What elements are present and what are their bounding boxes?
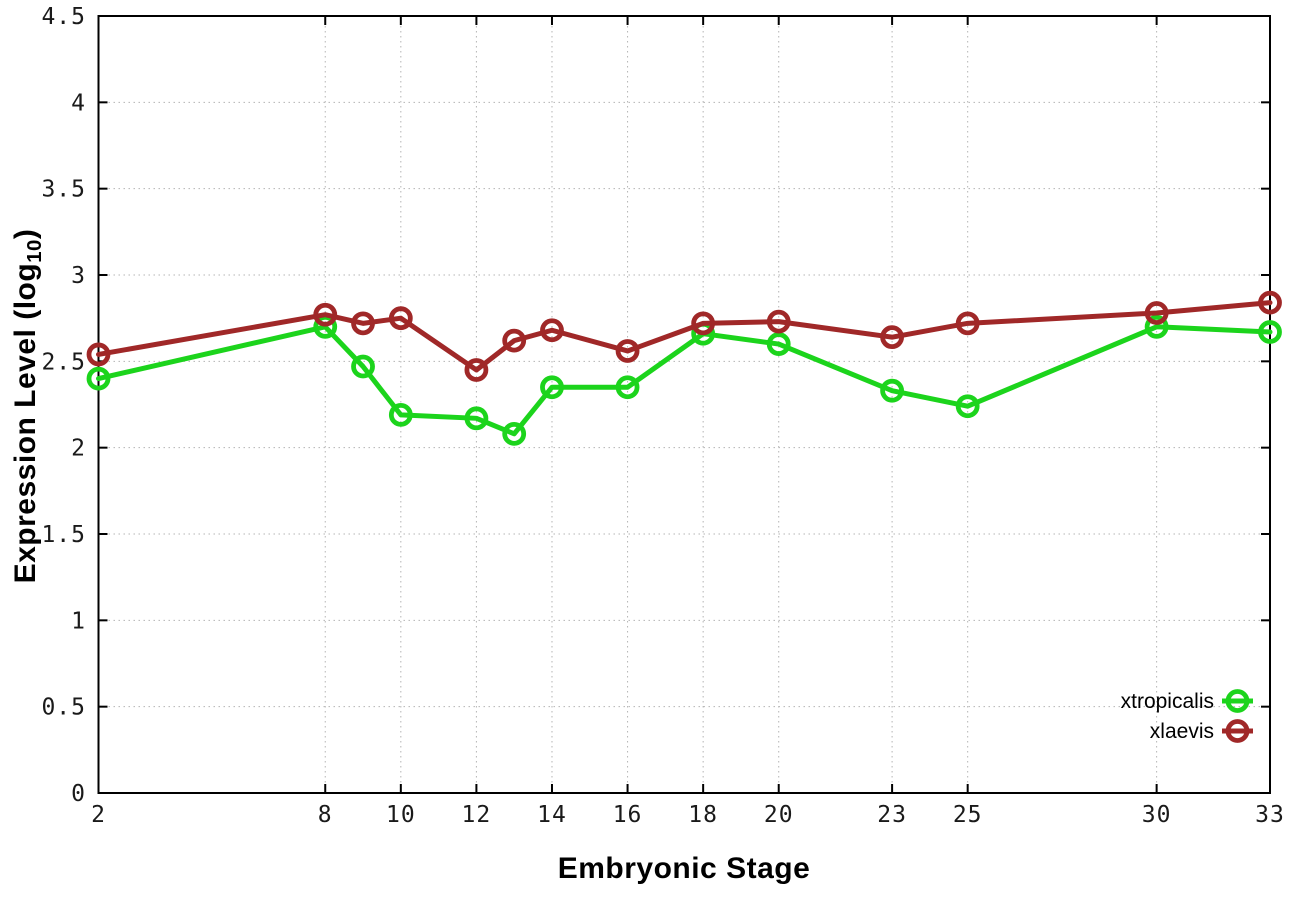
data-point-xtropicalis bbox=[502, 421, 527, 446]
x-tick-label: 12 bbox=[462, 802, 492, 828]
y-tick-label: 1.5 bbox=[41, 522, 86, 548]
y-tick-label: 2.5 bbox=[41, 349, 86, 375]
x-axis-title: Embryonic Stage bbox=[557, 852, 811, 885]
data-point-xtropicalis bbox=[540, 375, 564, 400]
y-tick-label: 1 bbox=[71, 608, 86, 634]
data-point-xtropicalis bbox=[388, 402, 413, 427]
x-tick-label: 2 bbox=[91, 802, 106, 828]
y-axis-title-subscript: 10 bbox=[24, 239, 47, 263]
x-tick-label: 14 bbox=[537, 802, 567, 828]
x-tick-label: 25 bbox=[953, 802, 983, 828]
data-point-xlaevis bbox=[86, 342, 111, 367]
y-tick-label: 3.5 bbox=[41, 177, 86, 203]
data-point-xlaevis bbox=[615, 339, 640, 363]
data-point-xtropicalis bbox=[766, 332, 791, 356]
x-tick-label: 33 bbox=[1255, 802, 1285, 828]
legend-label-xlaevis: xlaevis bbox=[1150, 720, 1214, 743]
data-point-xlaevis bbox=[880, 325, 904, 350]
y-axis-title-close: ) bbox=[9, 228, 42, 240]
y-tick-label: 2 bbox=[71, 436, 86, 462]
legend-sample-marker-xlaevis bbox=[1225, 719, 1250, 743]
y-tick-label: 3 bbox=[71, 263, 86, 289]
x-tick-label: 23 bbox=[877, 802, 907, 828]
data-point-xtropicalis bbox=[880, 378, 904, 403]
data-point-xlaevis bbox=[540, 318, 564, 343]
data-point-xlaevis bbox=[388, 306, 413, 331]
y-axis-title: Expression Level (log10) bbox=[9, 191, 47, 621]
data-point-xtropicalis bbox=[313, 314, 338, 339]
data-point-xlaevis bbox=[502, 328, 527, 353]
data-point-xlaevis bbox=[464, 358, 489, 382]
data-point-xtropicalis bbox=[86, 366, 111, 391]
data-point-xlaevis bbox=[766, 309, 791, 334]
y-tick-label: 4.5 bbox=[41, 4, 86, 30]
x-tick-label: 16 bbox=[613, 802, 643, 828]
y-axis-title-main: Expression Level (log bbox=[9, 262, 42, 584]
data-point-xtropicalis bbox=[955, 394, 980, 419]
x-tick-label: 18 bbox=[688, 802, 718, 828]
series-line-xtropicalis bbox=[96, 324, 1273, 437]
data-point-xtropicalis bbox=[464, 406, 489, 431]
x-tick-label: 8 bbox=[318, 802, 333, 828]
x-tick-label: 20 bbox=[764, 802, 794, 828]
data-point-xtropicalis bbox=[351, 354, 375, 379]
y-tick-label: 4 bbox=[71, 90, 86, 116]
y-tick-label: 0 bbox=[71, 781, 86, 807]
legend-label-xtropicalis: xtropicalis bbox=[1121, 690, 1214, 713]
x-tick-label: 10 bbox=[386, 802, 416, 828]
data-point-xlaevis bbox=[313, 302, 338, 327]
data-point-xtropicalis bbox=[1144, 314, 1169, 339]
y-tick-label: 0.5 bbox=[41, 695, 86, 721]
x-tick-label: 30 bbox=[1142, 802, 1172, 828]
data-point-xtropicalis bbox=[1258, 320, 1282, 344]
data-point-xlaevis bbox=[691, 311, 716, 336]
plot-border bbox=[97, 15, 1271, 794]
data-point-xlaevis bbox=[955, 311, 980, 336]
data-point-xlaevis bbox=[351, 311, 375, 336]
data-point-xlaevis bbox=[1258, 290, 1282, 315]
legend-sample-marker-xtropicalis bbox=[1225, 689, 1250, 713]
data-point-xlaevis bbox=[1144, 301, 1169, 325]
data-point-xtropicalis bbox=[615, 375, 640, 400]
series-line-xlaevis bbox=[96, 300, 1273, 373]
